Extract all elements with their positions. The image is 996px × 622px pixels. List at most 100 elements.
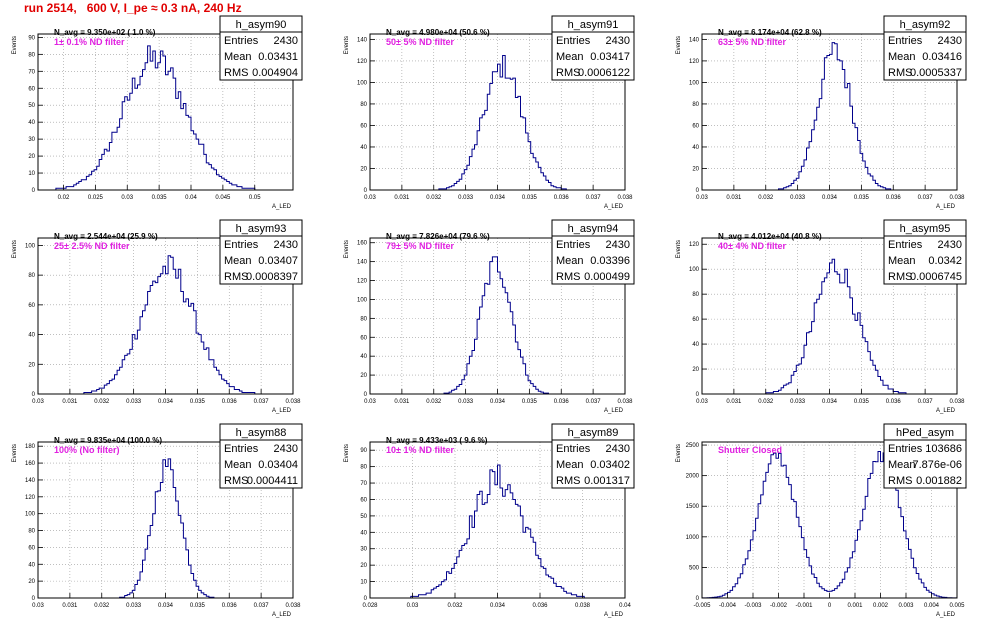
y-tick-label: 120 xyxy=(357,279,368,285)
stats-title: h_asym89 xyxy=(568,427,619,439)
x-axis-label: A_LED xyxy=(604,408,624,414)
y-tick-label: 40 xyxy=(692,342,699,348)
stats-label: Entries xyxy=(556,239,591,251)
stats-label: RMS xyxy=(556,475,580,487)
y-tick-label: 20 xyxy=(28,154,35,160)
stats-value: 0.004904 xyxy=(252,67,298,79)
y-tick-label: 2500 xyxy=(686,443,700,449)
stats-label: Entries xyxy=(224,239,259,251)
y-tick-label: 0 xyxy=(696,596,700,602)
y-tick-label: 80 xyxy=(360,316,367,322)
x-tick-label: -0.003 xyxy=(744,603,762,609)
histogram-series xyxy=(38,45,293,191)
y-tick-label: 60 xyxy=(360,123,367,129)
y-tick-label: 20 xyxy=(28,362,35,368)
navg-annotation: N_avg = 9.433e+03 ( 9.6 %) xyxy=(386,436,488,445)
stats-title: h_asym94 xyxy=(568,223,619,235)
x-tick-label: 0.04 xyxy=(185,195,197,201)
stats-title: h_asym91 xyxy=(568,19,619,31)
y-tick-label: 40 xyxy=(28,120,35,126)
x-tick-label: 0.035 xyxy=(522,399,538,405)
y-axis-label: Events xyxy=(12,444,18,462)
x-tick-label: 0.032 xyxy=(94,603,110,609)
y-tick-label: 160 xyxy=(357,241,368,247)
y-tick-label: 80 xyxy=(692,292,699,298)
x-tick-label: -0.004 xyxy=(719,603,737,609)
filter-annotation: 63± 5% ND filter xyxy=(718,37,786,47)
stats-value: 2430 xyxy=(274,443,298,455)
x-tick-label: 0.033 xyxy=(790,399,806,405)
histogram-series xyxy=(370,464,625,599)
stats-box xyxy=(219,423,303,489)
y-tick-label: 50 xyxy=(28,103,35,109)
navg-annotation: N_avg = 9.350e+02 ( 1.0 %) xyxy=(54,28,156,37)
y-tick-label: 40 xyxy=(360,530,367,536)
stats-value: 0.03396 xyxy=(590,255,630,267)
x-tick-label: 0.033 xyxy=(458,399,474,405)
stats-box xyxy=(883,219,967,285)
x-tick-label: 0.001 xyxy=(847,603,863,609)
y-tick-label: 140 xyxy=(357,37,368,43)
stats-label: RMS xyxy=(224,475,248,487)
y-tick-label: 100 xyxy=(25,243,36,249)
stats-title: h_asym93 xyxy=(236,223,287,235)
stats-value: 0.001882 xyxy=(916,475,962,487)
stats-title: h_asym88 xyxy=(236,427,287,439)
y-tick-label: 80 xyxy=(28,52,35,58)
y-tick-label: 20 xyxy=(692,166,699,172)
y-tick-label: 0 xyxy=(364,596,368,602)
stats-value: 0.0008397 xyxy=(246,271,298,283)
stats-label: RMS xyxy=(224,67,248,79)
x-axis-label: A_LED xyxy=(272,612,292,618)
y-tick-label: 180 xyxy=(25,444,36,450)
stats-title: h_asym92 xyxy=(900,19,951,31)
x-axis-label: A_LED xyxy=(936,204,956,210)
x-tick-label: 0.03 xyxy=(696,195,708,201)
x-tick-label: 0.033 xyxy=(458,195,474,201)
histogram-series xyxy=(38,255,293,395)
filter-annotation: 10± 1% ND filter xyxy=(386,445,454,455)
filter-annotation: 50± 5% ND filter xyxy=(386,37,454,47)
stats-value: 0.0005337 xyxy=(910,67,962,79)
x-tick-label: 0.028 xyxy=(362,603,378,609)
x-tick-label: 0.032 xyxy=(758,195,774,201)
y-axis-label: Events xyxy=(344,444,350,462)
navg-annotation: N_avg = 6.174e+04 (62.8 %) xyxy=(718,28,822,37)
stats-value: 0.03416 xyxy=(922,51,962,63)
y-tick-label: 10 xyxy=(360,580,367,586)
y-tick-label: 160 xyxy=(25,461,36,467)
stats-label: Mean xyxy=(224,51,252,63)
navg-annotation: N_avg = 7.826e+04 (79.6 %) xyxy=(386,232,490,241)
y-tick-label: 30 xyxy=(360,547,367,553)
stats-value: 7.876e-06 xyxy=(912,459,962,471)
x-tick-label: 0.031 xyxy=(62,603,78,609)
x-tick-label: 0.035 xyxy=(854,399,870,405)
y-tick-label: 40 xyxy=(360,354,367,360)
x-tick-label: 0.03 xyxy=(32,399,44,405)
stats-label: Mean xyxy=(556,255,584,267)
x-tick-label: 0.031 xyxy=(394,399,410,405)
y-tick-label: 120 xyxy=(689,59,700,65)
stats-label: Mean xyxy=(888,459,916,471)
stats-box xyxy=(551,219,635,285)
stats-label: Mean xyxy=(556,51,584,63)
navg-annotation: N_avg = 2.544e+04 (25.9 %) xyxy=(54,232,158,241)
stats-value: 2430 xyxy=(606,239,630,251)
stats-box xyxy=(219,219,303,285)
y-tick-label: 100 xyxy=(357,297,368,303)
stats-value: 0.03404 xyxy=(258,459,298,471)
stats-title: h_asym95 xyxy=(900,223,951,235)
x-tick-label: 0.031 xyxy=(726,195,742,201)
filter-annotation: 1± 0.1% ND filter xyxy=(54,37,125,47)
filter-annotation: 100% (No filter) xyxy=(54,445,120,455)
x-tick-label: 0.034 xyxy=(490,399,506,405)
stats-label: Entries xyxy=(888,443,923,455)
stats-value: 0.03407 xyxy=(258,255,298,267)
y-tick-label: 60 xyxy=(360,335,367,341)
stats-value: 0.03402 xyxy=(590,459,630,471)
x-tick-label: 0.037 xyxy=(586,399,602,405)
y-axis-label: Events xyxy=(676,36,682,54)
x-tick-label: 0.038 xyxy=(949,399,965,405)
stats-label: RMS xyxy=(888,67,912,79)
y-tick-label: 60 xyxy=(692,123,699,129)
